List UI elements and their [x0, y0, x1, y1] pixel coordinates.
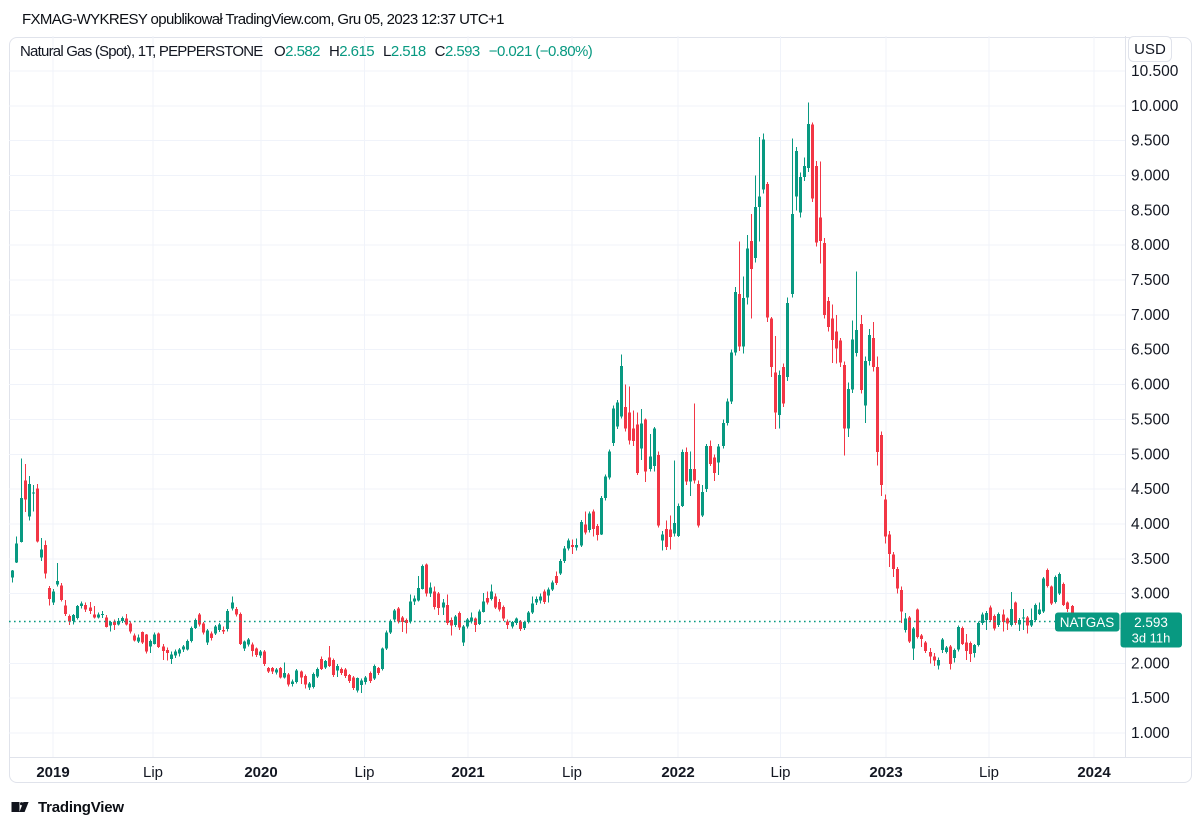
svg-text:1.500: 1.500: [1131, 690, 1170, 707]
svg-text:6.000: 6.000: [1131, 377, 1170, 394]
svg-text:5.500: 5.500: [1131, 411, 1170, 428]
svg-text:Lip: Lip: [143, 764, 163, 781]
svg-text:4.500: 4.500: [1131, 481, 1170, 498]
svg-text:1.000: 1.000: [1131, 725, 1170, 742]
svg-text:2.593: 2.593: [1134, 615, 1168, 630]
svg-text:10.500: 10.500: [1131, 63, 1179, 80]
svg-text:2022: 2022: [661, 764, 694, 781]
svg-text:Lip: Lip: [354, 764, 374, 781]
svg-text:USD: USD: [1134, 41, 1166, 58]
svg-text:8.000: 8.000: [1131, 237, 1170, 254]
svg-text:2024: 2024: [1077, 764, 1111, 781]
svg-text:8.500: 8.500: [1131, 202, 1170, 219]
svg-text:3d 11h: 3d 11h: [1132, 631, 1171, 646]
svg-text:2019: 2019: [36, 764, 69, 781]
svg-text:Lip: Lip: [770, 764, 790, 781]
svg-text:2.000: 2.000: [1131, 655, 1170, 672]
svg-text:9.000: 9.000: [1131, 168, 1170, 185]
svg-text:4.000: 4.000: [1131, 516, 1170, 533]
svg-text:7.500: 7.500: [1131, 272, 1170, 289]
svg-text:5.000: 5.000: [1131, 446, 1170, 463]
svg-text:10.000: 10.000: [1131, 98, 1179, 115]
svg-text:Lip: Lip: [562, 764, 582, 781]
svg-text:3.500: 3.500: [1131, 551, 1170, 568]
svg-text:2021: 2021: [451, 764, 484, 781]
svg-text:Lip: Lip: [979, 764, 999, 781]
svg-text:2020: 2020: [244, 764, 277, 781]
svg-text:6.500: 6.500: [1131, 342, 1170, 359]
svg-text:7.000: 7.000: [1131, 307, 1170, 324]
svg-text:9.500: 9.500: [1131, 133, 1170, 150]
svg-text:NATGAS: NATGAS: [1060, 615, 1115, 630]
svg-text:2023: 2023: [869, 764, 902, 781]
svg-text:3.000: 3.000: [1131, 586, 1170, 603]
